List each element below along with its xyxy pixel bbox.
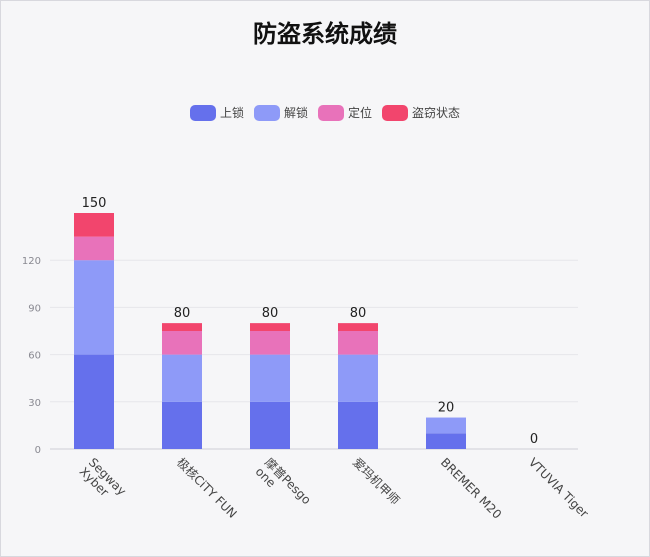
- legend-swatch-theft-status: [382, 104, 409, 121]
- legend-label-lock: 上锁: [219, 106, 244, 120]
- x-tick-label: 爱玛机甲师: [350, 455, 402, 507]
- chart-title: 防盗系统成绩: [253, 20, 397, 48]
- bar-segment[interactable]: [250, 323, 290, 331]
- legend-item-locate[interactable]: 定位: [318, 104, 372, 121]
- bar-segment[interactable]: [250, 354, 290, 402]
- bar-segment[interactable]: [162, 401, 202, 449]
- x-tick-label-line: 爱玛机甲师: [350, 455, 402, 507]
- bar-total-label: 80: [350, 306, 367, 321]
- bar-segment[interactable]: [74, 213, 114, 237]
- bar-segment[interactable]: [74, 354, 114, 449]
- x-tick-label: BREMER M20: [438, 455, 504, 521]
- bar-segment[interactable]: [338, 401, 378, 449]
- bar-total-label: 20: [438, 401, 455, 416]
- x-tick-label-line: VTUVIA Tiger: [526, 455, 591, 520]
- x-tick-label-line: BREMER M20: [438, 455, 504, 521]
- legend-swatch-unlock: [253, 104, 280, 121]
- legend-label-unlock: 解锁: [283, 106, 308, 120]
- bar-segment[interactable]: [426, 417, 466, 434]
- x-tick-label: VTUVIA Tiger: [526, 455, 591, 520]
- bar-total-label: 80: [262, 306, 279, 321]
- bar-segment[interactable]: [426, 433, 466, 449]
- legend-swatch-lock: [189, 104, 216, 121]
- bar-total-label: 80: [174, 306, 191, 321]
- legend-label-theft-status: 盗窃状态: [412, 106, 461, 120]
- bar-segment[interactable]: [338, 354, 378, 402]
- bar-segment[interactable]: [338, 323, 378, 331]
- y-tick-label: 0: [35, 445, 41, 456]
- legend-item-unlock[interactable]: 解锁: [253, 104, 308, 121]
- y-tick-label: 120: [22, 256, 41, 267]
- bar-layer: [74, 213, 466, 449]
- bar-segment[interactable]: [250, 331, 290, 355]
- bar-segment[interactable]: [162, 354, 202, 402]
- legend-item-theft-status[interactable]: 盗窃状态: [382, 104, 460, 121]
- legend-item-lock[interactable]: 上锁: [189, 104, 244, 121]
- bar-total-label: 150: [82, 196, 107, 211]
- legend-swatch-locate: [318, 104, 344, 121]
- y-tick-label: 60: [28, 351, 41, 362]
- bar-segment[interactable]: [162, 331, 202, 355]
- bar-segment[interactable]: [74, 260, 114, 355]
- x-tick-label: 极核CiTY FUN: [174, 455, 240, 521]
- legend-label-locate: 定位: [348, 106, 373, 120]
- bar-segment[interactable]: [162, 323, 202, 331]
- grid-layer: 0 30 60 90 120: [22, 256, 578, 456]
- bar-segment[interactable]: [250, 401, 290, 449]
- y-tick-label: 30: [28, 398, 41, 409]
- bar-total-label: 0: [530, 432, 538, 447]
- x-tick-label-line: 极核CiTY FUN: [174, 455, 240, 521]
- bar-segment[interactable]: [338, 331, 378, 355]
- bar-segment[interactable]: [74, 236, 114, 261]
- chart-legend: 上锁 解锁 定位 盗窃状态: [0, 104, 650, 121]
- y-tick-label: 90: [28, 303, 41, 314]
